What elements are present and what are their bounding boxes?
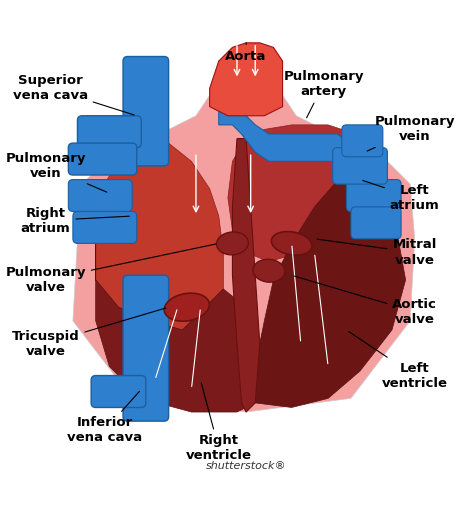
Text: Pulmonary
artery: Pulmonary artery xyxy=(283,70,364,118)
FancyBboxPatch shape xyxy=(68,143,137,175)
FancyBboxPatch shape xyxy=(91,376,146,408)
Text: Right
atrium: Right atrium xyxy=(21,207,129,235)
Text: Left
atrium: Left atrium xyxy=(363,180,439,212)
FancyBboxPatch shape xyxy=(342,125,383,157)
Text: Inferior
vena cava: Inferior vena cava xyxy=(67,391,142,444)
Text: Pulmonary
valve: Pulmonary valve xyxy=(5,244,216,294)
Text: Superior
vena cava: Superior vena cava xyxy=(12,74,134,115)
Text: Aortic
valve: Aortic valve xyxy=(294,276,437,326)
FancyBboxPatch shape xyxy=(346,180,401,212)
FancyBboxPatch shape xyxy=(73,212,137,243)
Ellipse shape xyxy=(253,259,285,282)
Ellipse shape xyxy=(164,293,210,321)
Text: Pulmonary
vein: Pulmonary vein xyxy=(5,152,107,192)
FancyBboxPatch shape xyxy=(123,275,169,421)
Polygon shape xyxy=(73,70,415,412)
Text: Aorta: Aorta xyxy=(226,43,267,63)
Text: Left
ventricle: Left ventricle xyxy=(349,331,448,389)
Polygon shape xyxy=(255,171,406,408)
Text: Right
ventricle: Right ventricle xyxy=(186,383,252,463)
Text: Tricuspid
valve: Tricuspid valve xyxy=(12,308,166,358)
FancyBboxPatch shape xyxy=(123,57,169,166)
Ellipse shape xyxy=(217,232,248,255)
FancyBboxPatch shape xyxy=(333,147,387,184)
Polygon shape xyxy=(228,125,360,262)
Text: shutterstock®: shutterstock® xyxy=(206,461,286,471)
Polygon shape xyxy=(232,138,260,412)
FancyBboxPatch shape xyxy=(351,207,401,239)
FancyBboxPatch shape xyxy=(77,116,141,147)
Ellipse shape xyxy=(272,232,312,255)
Polygon shape xyxy=(219,107,356,161)
FancyBboxPatch shape xyxy=(68,180,132,212)
Text: Pulmonary
vein: Pulmonary vein xyxy=(367,116,455,151)
Polygon shape xyxy=(96,143,223,330)
Polygon shape xyxy=(96,239,255,412)
Text: Mitral
valve: Mitral valve xyxy=(317,238,437,267)
Polygon shape xyxy=(210,43,283,116)
